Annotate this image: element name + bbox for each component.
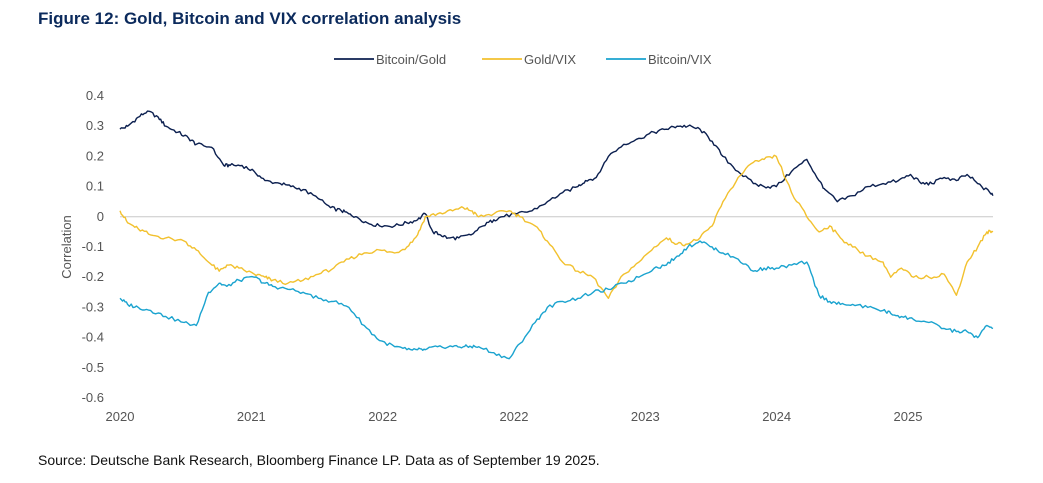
legend-label: Gold/VIX (524, 52, 576, 67)
x-tick-label: 2021 (237, 409, 266, 424)
legend: Bitcoin/Gold Gold/VIX Bitcoin/VIX (334, 52, 712, 67)
source-note: Source: Deutsche Bank Research, Bloomber… (38, 452, 600, 468)
y-axis: 0.4 0.3 0.2 0.1 0 -0.1 -0.2 -0.3 -0.4 -0.5 -0.6 (82, 88, 104, 405)
y-tick-label: -0.6 (82, 390, 104, 405)
y-tick-label: -0.5 (82, 360, 104, 375)
series-line-gold-vix (119, 154, 994, 299)
y-tick-label: -0.1 (82, 239, 104, 254)
legend-label: Bitcoin/Gold (376, 52, 446, 67)
series-layer (119, 110, 994, 360)
series-line-bitcoin-vix (119, 240, 994, 360)
y-tick-label: 0 (97, 209, 104, 224)
y-tick-label: -0.2 (82, 269, 104, 284)
x-tick-label: 2024 (762, 409, 791, 424)
y-tick-label: -0.3 (82, 299, 104, 314)
x-tick-label: 2022 (368, 409, 397, 424)
x-tick-label: 2022 (500, 409, 529, 424)
y-tick-label: 0.3 (86, 118, 104, 133)
x-axis: 2020 2021 2022 2022 2023 2024 2025 (106, 409, 923, 424)
y-tick-label: 0.4 (86, 88, 104, 103)
y-tick-label: 0.2 (86, 148, 104, 163)
legend-label: Bitcoin/VIX (648, 52, 712, 67)
x-tick-label: 2025 (894, 409, 923, 424)
x-tick-label: 2023 (631, 409, 660, 424)
chart-title: Figure 12: Gold, Bitcoin and VIX correla… (38, 9, 462, 28)
series-line-bitcoin-gold (119, 110, 994, 241)
y-axis-label: Correlation (59, 215, 74, 279)
y-tick-label: 0.1 (86, 179, 104, 194)
y-tick-label: -0.4 (82, 330, 104, 345)
x-tick-label: 2020 (106, 409, 135, 424)
